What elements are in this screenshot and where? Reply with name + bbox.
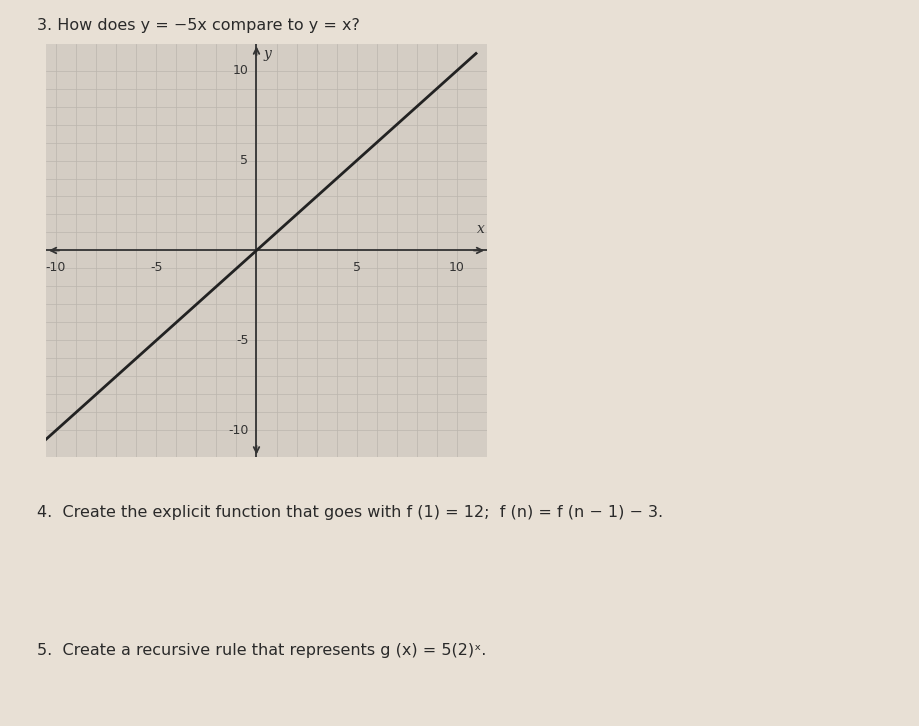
Text: -5: -5 <box>236 334 248 347</box>
Text: 5: 5 <box>353 261 361 274</box>
Text: 3. How does y = −5x compare to y = x?: 3. How does y = −5x compare to y = x? <box>37 18 359 33</box>
Text: 5.  Create a recursive rule that represents g (x) = 5(2)ˣ.: 5. Create a recursive rule that represen… <box>37 643 486 658</box>
Text: 10: 10 <box>449 261 465 274</box>
Text: -10: -10 <box>46 261 66 274</box>
Text: -10: -10 <box>228 424 248 437</box>
Text: 5: 5 <box>241 154 248 167</box>
Text: 10: 10 <box>233 64 248 77</box>
Text: -5: -5 <box>150 261 163 274</box>
Text: y: y <box>264 47 271 61</box>
Text: 4.  Create the explicit function that goes with f (1) = 12;  f (n) = f (n − 1) −: 4. Create the explicit function that goe… <box>37 505 663 520</box>
Text: x: x <box>477 222 485 236</box>
